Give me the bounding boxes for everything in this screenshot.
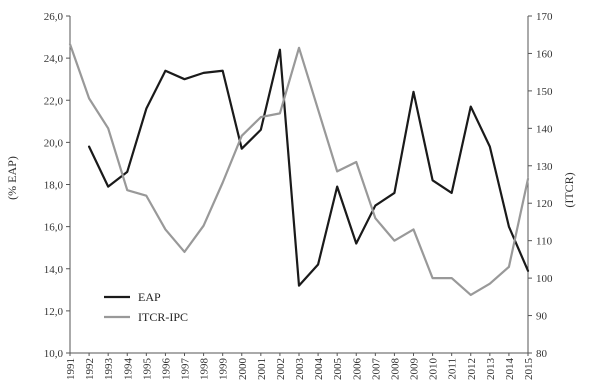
x-tick-label: 2006 bbox=[351, 358, 363, 381]
x-tick-label: 1994 bbox=[122, 358, 134, 381]
x-tick-label: 1998 bbox=[199, 358, 211, 381]
x-tick-label: 2002 bbox=[275, 358, 287, 380]
right-axis-ticks: 80 90 100 110 120 130 140 150 160 170 bbox=[528, 11, 553, 360]
x-tick-label: 1993 bbox=[103, 358, 115, 381]
right-tick-label: 160 bbox=[536, 48, 553, 60]
left-tick-label: 26,0 bbox=[44, 11, 64, 23]
left-tick-label: 16,0 bbox=[44, 222, 64, 234]
left-tick-label: 20,0 bbox=[44, 137, 64, 149]
right-tick-label: 170 bbox=[536, 11, 553, 23]
right-axis-title: (ITCR) bbox=[562, 172, 576, 207]
series-lines bbox=[68, 42, 530, 297]
right-tick-label: 150 bbox=[536, 86, 553, 98]
x-tick-label: 1991 bbox=[65, 358, 77, 380]
right-tick-label: 100 bbox=[536, 273, 553, 285]
left-tick-label: 12,0 bbox=[44, 306, 64, 318]
x-tick-label: 1999 bbox=[218, 358, 230, 381]
series-line-itcr-ipc bbox=[68, 42, 530, 297]
left-tick-label: 18,0 bbox=[44, 180, 64, 192]
right-tick-label: 120 bbox=[536, 198, 553, 210]
right-tick-label: 110 bbox=[536, 236, 553, 248]
x-tick-label: 2000 bbox=[237, 358, 249, 381]
left-tick-label: 22,0 bbox=[44, 95, 64, 107]
right-tick-label: 130 bbox=[536, 161, 553, 173]
x-tick-label: 2010 bbox=[428, 358, 440, 381]
x-tick-label: 2011 bbox=[447, 358, 459, 380]
right-tick-label: 90 bbox=[536, 311, 548, 323]
right-tick-label: 80 bbox=[536, 348, 548, 360]
x-tick-label: 2015 bbox=[523, 358, 535, 381]
left-tick-label: 24,0 bbox=[44, 53, 64, 65]
right-tick-label: 140 bbox=[536, 123, 553, 135]
x-tick-label: 2005 bbox=[332, 358, 344, 381]
x-axis-ticks: 1991 1992 1993 1994 1995 1996 1997 1998 1999 2000… bbox=[65, 353, 535, 380]
x-tick-label: 2009 bbox=[409, 358, 421, 381]
x-tick-label: 2013 bbox=[485, 358, 497, 381]
legend: EAP ITCR-IPC bbox=[104, 290, 188, 324]
x-tick-label: 2007 bbox=[370, 358, 382, 381]
x-tick-label: 2001 bbox=[256, 358, 268, 380]
x-tick-label: 2004 bbox=[313, 358, 325, 381]
x-tick-label: 2014 bbox=[504, 358, 516, 381]
x-tick-label: 1992 bbox=[84, 358, 96, 380]
legend-label-eap: EAP bbox=[138, 290, 161, 304]
x-tick-label: 1997 bbox=[180, 358, 192, 381]
x-tick-label: 2008 bbox=[389, 358, 401, 381]
left-tick-label: 14,0 bbox=[44, 264, 64, 276]
series-line-eap bbox=[87, 48, 530, 287]
x-tick-label: 2003 bbox=[294, 358, 306, 381]
left-axis-ticks: 10,0 12,0 14,0 16,0 18,0 20,0 22,0 24,0 26,0 bbox=[44, 11, 70, 360]
x-tick-label: 2012 bbox=[466, 358, 478, 380]
x-tick-label: 1995 bbox=[141, 358, 153, 381]
left-axis-title: (% EAP) bbox=[5, 156, 19, 200]
legend-label-itcr-ipc: ITCR-IPC bbox=[138, 310, 188, 324]
x-tick-label: 1996 bbox=[160, 358, 172, 381]
left-tick-label: 10,0 bbox=[44, 348, 64, 360]
